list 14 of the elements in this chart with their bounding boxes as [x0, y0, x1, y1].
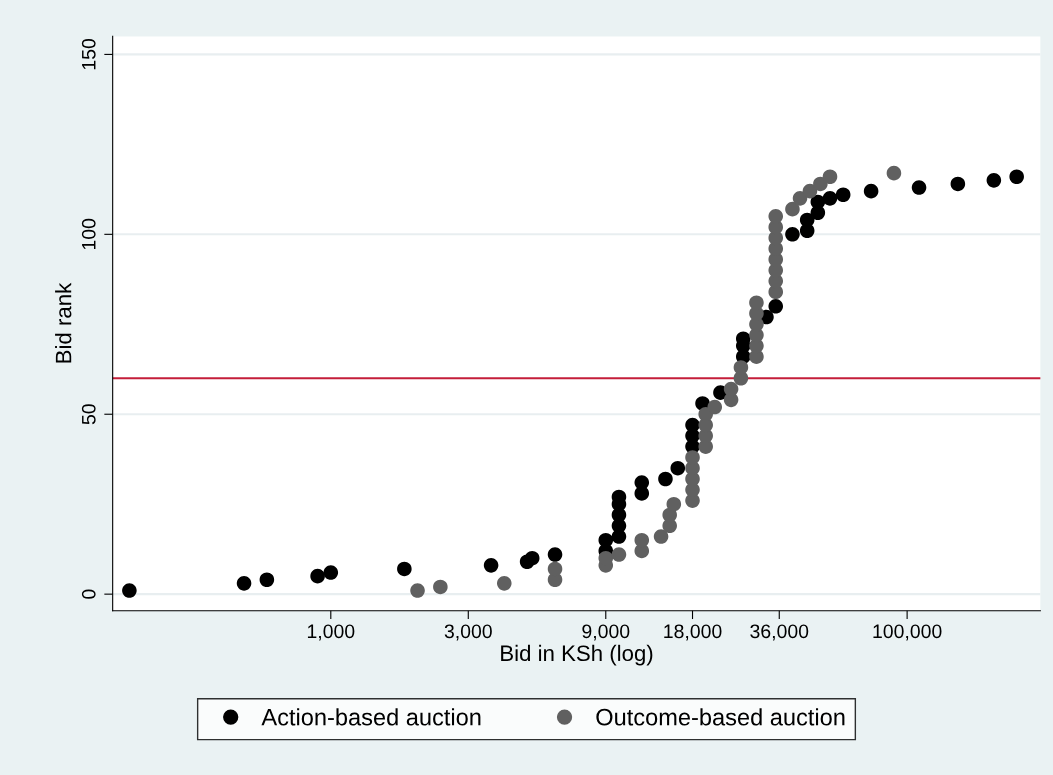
x-axis-title: Bid in KSh (log): [501, 644, 653, 666]
x-tick-label: 1,000: [307, 624, 355, 641]
legend-label: Outcome-based auction: [596, 708, 845, 726]
y-axis-title: Bid rank: [55, 282, 72, 363]
y-tick-label: 150: [81, 38, 96, 70]
y-tick-label: 50: [81, 404, 96, 425]
x-tick-label: 3,000: [444, 624, 492, 641]
x-tick-label: 36,000: [750, 624, 809, 641]
x-tick-label: 100,000: [873, 624, 942, 641]
legend-label: Action-based auction: [261, 708, 481, 726]
y-tick-label: 100: [81, 218, 96, 250]
y-tick-label: 0: [81, 589, 96, 599]
x-tick-label: 9,000: [582, 624, 630, 641]
x-tick-label: 18,000: [664, 624, 722, 641]
